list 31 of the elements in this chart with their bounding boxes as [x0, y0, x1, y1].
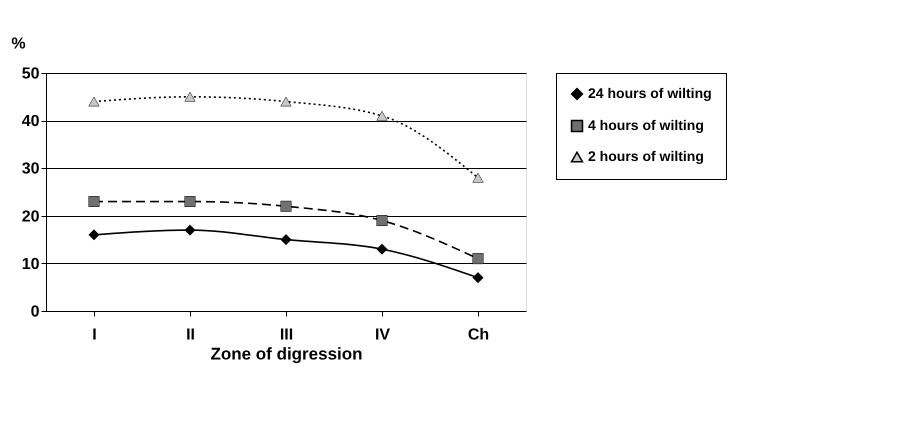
point: [184, 196, 196, 208]
legend-label: 4 hours of wilting: [588, 117, 704, 133]
legend-label: 2 hours of wilting: [588, 148, 704, 164]
point: [280, 96, 292, 106]
y-axis-title: %: [11, 36, 26, 52]
point: [280, 234, 292, 246]
point: [472, 253, 484, 264]
y-tick-label: 40: [22, 113, 40, 130]
x-tick-label: IV: [374, 326, 390, 344]
point: [280, 200, 292, 212]
point: [376, 244, 388, 255]
y-tick-label: 10: [22, 256, 40, 273]
point: [184, 224, 196, 236]
x-tick-label: III: [280, 326, 294, 344]
point: [184, 92, 196, 102]
y-tick-label: 50: [22, 66, 40, 82]
y-tick-label: 30: [22, 160, 40, 178]
y-tick-label: 20: [22, 208, 40, 226]
point: [88, 229, 100, 240]
x-tick-label: Ch: [468, 326, 490, 344]
point: [472, 172, 484, 183]
x-axis-title: Zone of digression: [210, 344, 363, 364]
y-tick-label: 0: [30, 304, 40, 320]
point: [472, 272, 484, 284]
point: [376, 111, 388, 121]
point: [88, 196, 100, 208]
x-tick-label: II: [186, 326, 195, 344]
x-tick-label: I: [92, 326, 97, 344]
point: [376, 215, 388, 226]
legend-label: 24 hours of wilting: [588, 85, 712, 101]
point: [88, 96, 100, 106]
